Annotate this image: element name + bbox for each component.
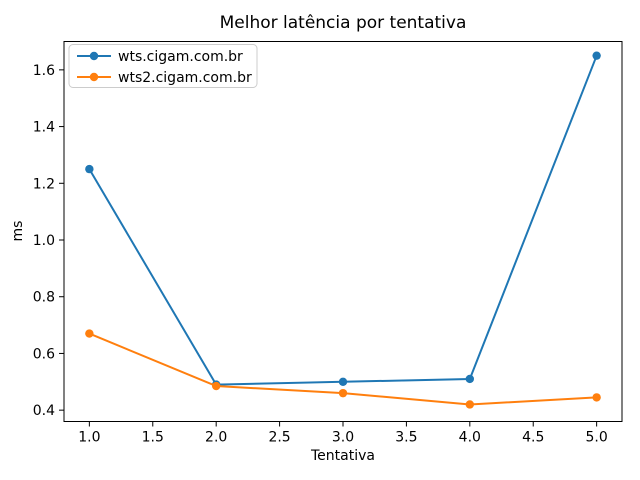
data-point [465, 400, 475, 409]
x-tick-label: 2.5 [268, 430, 290, 446]
data-point [211, 381, 221, 391]
x-tick-label: 5.0 [586, 430, 608, 446]
legend-sample-marker [89, 72, 99, 82]
x-tick-label: 3.5 [395, 430, 417, 446]
y-tick-label: 0.4 [33, 403, 55, 419]
legend-sample-marker [89, 51, 99, 61]
x-tick-label: 1.0 [78, 430, 100, 446]
y-axis: 0.4 0.6 0.8 1.0 1.2 1.4 1.6 [33, 63, 64, 419]
data-point [592, 393, 601, 402]
x-tick-label: 1.5 [142, 430, 164, 446]
y-axis-label: ms [10, 221, 26, 242]
legend-label: wts.cigam.com.br [118, 49, 243, 65]
y-tick-label: 1.4 [33, 120, 55, 136]
y-tick-label: 1.0 [33, 233, 55, 249]
y-tick-label: 0.8 [33, 290, 55, 306]
series-layer [85, 51, 601, 409]
x-tick-label: 4.5 [522, 430, 544, 446]
data-point [465, 374, 475, 384]
legend: wts.cigam.com.br wts2.cigam.com.br [68, 44, 258, 88]
x-axis: 1.0 1.5 2.0 2.5 3.0 3.5 4.0 4.5 5.0 [78, 421, 608, 446]
series-line-wts.cigam.com.br [88, 55, 598, 386]
y-tick-label: 0.6 [33, 346, 55, 362]
x-tick-label: 2.0 [205, 430, 227, 446]
data-point [338, 388, 348, 398]
data-point [85, 164, 94, 174]
chart-title: Melhor latência por tentativa [220, 13, 467, 33]
y-tick-label: 1.2 [33, 176, 55, 192]
data-point [592, 51, 601, 60]
data-point [85, 329, 94, 338]
y-tick-label: 1.6 [33, 63, 55, 79]
plot-border [63, 41, 623, 422]
legend-box [68, 44, 258, 88]
x-tick-label: 4.0 [459, 430, 481, 446]
x-tick-label: 3.0 [332, 430, 354, 446]
plot-area [63, 41, 623, 422]
data-point [338, 377, 348, 386]
x-axis-label: Tentativa [310, 448, 375, 464]
legend-label: wts2.cigam.com.br [118, 70, 252, 86]
